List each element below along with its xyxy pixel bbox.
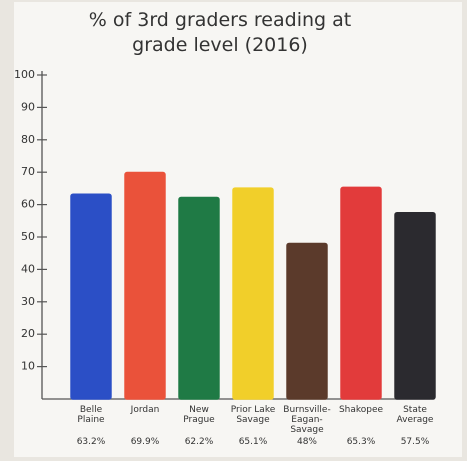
y-tick-label: 70 — [21, 165, 35, 178]
x-tick-label: Shakopee — [338, 405, 384, 415]
y-tick-label: 50 — [21, 230, 35, 243]
value-label: 65.3% — [346, 437, 376, 447]
x-tick-label: State Average — [396, 405, 434, 425]
value-label: 65.1% — [238, 437, 268, 447]
y-tick-label: 60 — [21, 198, 35, 211]
x-tick-label: Belle Plaine — [77, 405, 105, 425]
y-tick-label: 20 — [21, 327, 35, 340]
bar — [70, 193, 112, 400]
bar — [178, 196, 220, 400]
bar — [394, 211, 436, 400]
chart-title: % of 3rd graders reading at grade level … — [88, 9, 352, 56]
value-label: 62.2% — [184, 437, 214, 447]
x-tick-label: Burnsville-Eagan-Savage — [283, 405, 331, 435]
x-tick-label: Jordan — [130, 405, 160, 415]
bar — [340, 186, 382, 400]
y-tick-label: 90 — [21, 100, 35, 113]
value-label: 48% — [296, 437, 317, 447]
x-tick-label: Prior Lake Savage — [230, 405, 276, 425]
value-label: 57.5% — [400, 437, 430, 447]
x-tick-label: New Prague — [183, 405, 215, 425]
y-tick-label: 100 — [14, 68, 35, 81]
value-label: 69.9% — [130, 437, 160, 447]
y-tick-label: 40 — [21, 262, 35, 275]
y-tick-label: 30 — [21, 295, 35, 308]
y-tick-label: 10 — [21, 360, 35, 373]
y-tick-label: 80 — [21, 133, 35, 146]
bar — [232, 187, 274, 400]
bar — [124, 171, 166, 400]
value-label: 63.2% — [76, 437, 106, 447]
bar — [286, 242, 328, 400]
